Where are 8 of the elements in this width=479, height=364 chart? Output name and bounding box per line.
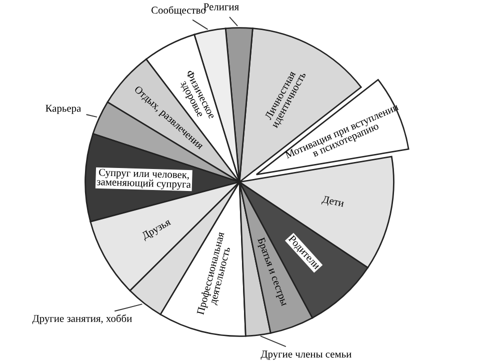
slice-label: Религия bbox=[204, 3, 239, 10]
slice-label: Сообщество bbox=[152, 6, 206, 16]
slice-label: Карьера bbox=[46, 104, 82, 114]
slice-label: Дети bbox=[321, 196, 344, 209]
slice-label: Другие занятия, хобби bbox=[32, 314, 132, 324]
slice-label: Другие члены семьи bbox=[260, 350, 352, 360]
slice-label: Супруг или человек, заменяющий супруга bbox=[96, 168, 191, 190]
slice-label: Братья и сестры bbox=[256, 237, 288, 307]
